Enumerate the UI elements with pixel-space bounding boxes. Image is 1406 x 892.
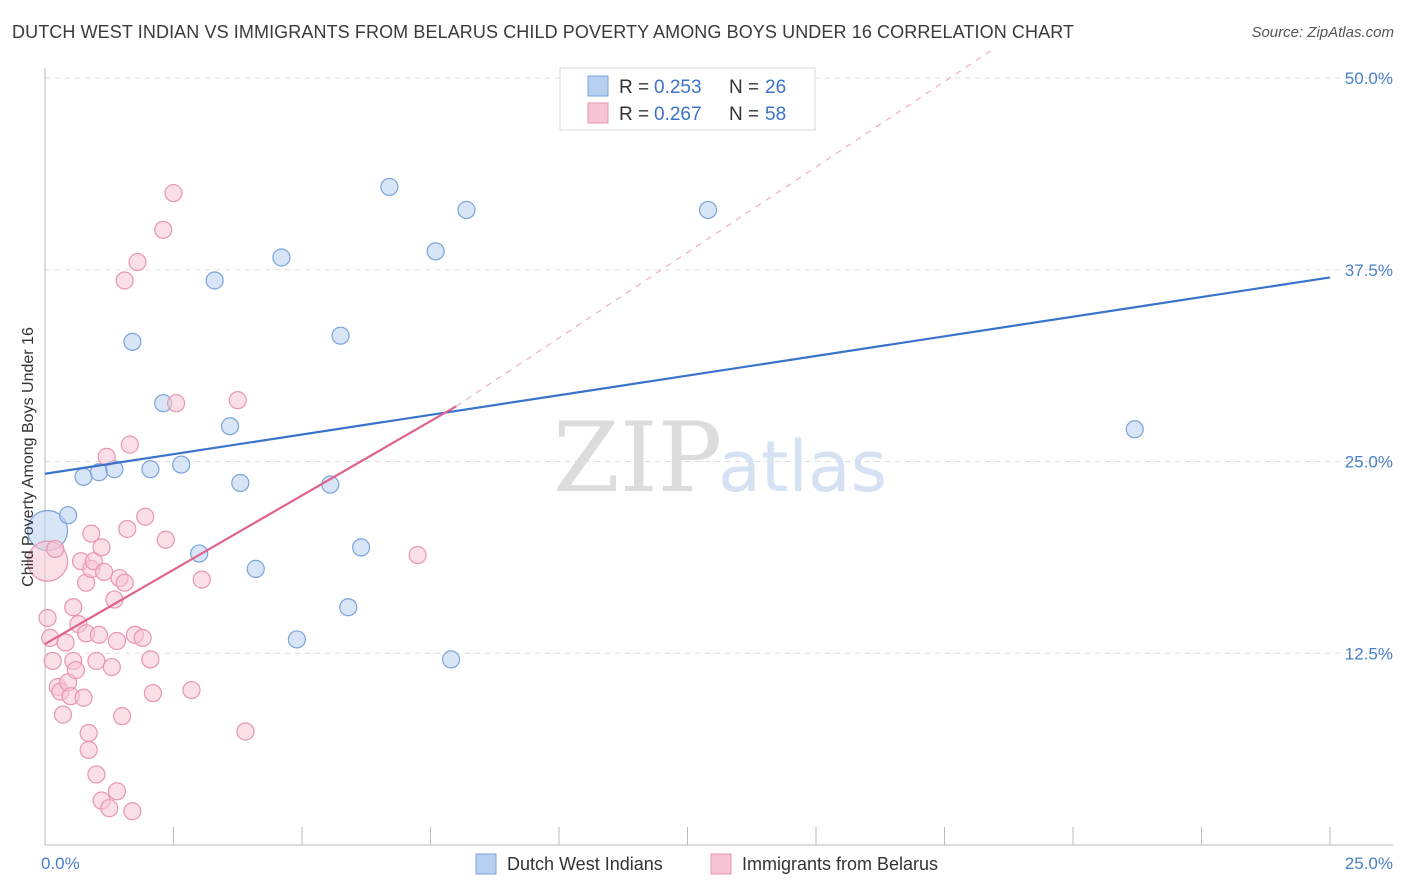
data-point-immigrants-belarus bbox=[123, 802, 142, 821]
data-point-dutch-west-indians bbox=[331, 326, 350, 345]
data-point-dutch-west-indians bbox=[123, 332, 142, 351]
bottom-legend-label-pink: Immigrants from Belarus bbox=[742, 854, 938, 874]
data-point-dutch-west-indians bbox=[272, 248, 291, 267]
data-point-dutch-west-indians bbox=[441, 650, 461, 669]
y-tick-label: 25.0% bbox=[1345, 453, 1393, 472]
data-point-immigrants-belarus bbox=[66, 661, 85, 680]
data-point-dutch-west-indians bbox=[59, 506, 78, 525]
data-point-dutch-west-indians bbox=[457, 200, 476, 220]
tick-labels: 12.5% 25.0% 37.5% 50.0% 0.0% 25.0% bbox=[41, 69, 1393, 873]
data-point-dutch-west-indians bbox=[141, 460, 160, 479]
bottom-legend-swatch-pink bbox=[710, 853, 732, 875]
data-point-immigrants-belarus bbox=[89, 625, 109, 644]
data-point-immigrants-belarus bbox=[92, 538, 111, 557]
data-point-immigrants-belarus bbox=[143, 684, 163, 703]
data-point-immigrants-belarus bbox=[164, 183, 183, 203]
data-point-dutch-west-indians bbox=[287, 630, 306, 649]
data-point-dutch-west-indians bbox=[380, 177, 399, 197]
data-point-immigrants-belarus bbox=[53, 705, 73, 724]
legend-n-value: 58 bbox=[765, 104, 786, 125]
data-point-immigrants-belarus bbox=[136, 507, 155, 526]
data-point-dutch-west-indians bbox=[205, 271, 224, 290]
data-point-immigrants-belarus bbox=[64, 598, 83, 617]
watermark-atlas: atlas bbox=[718, 426, 887, 508]
legend-swatch-blue bbox=[587, 75, 609, 97]
data-point-immigrants-belarus bbox=[120, 435, 139, 454]
data-point-immigrants-belarus bbox=[408, 545, 427, 565]
x-tick-label: 0.0% bbox=[41, 854, 80, 873]
points-layer bbox=[26, 177, 1144, 821]
data-point-immigrants-belarus bbox=[156, 530, 175, 549]
legend-r-label: R = bbox=[619, 77, 649, 98]
legend-n-label: N = bbox=[729, 77, 759, 98]
data-point-immigrants-belarus bbox=[228, 391, 247, 410]
data-point-dutch-west-indians bbox=[426, 242, 445, 261]
data-point-immigrants-belarus bbox=[100, 799, 119, 818]
data-point-dutch-west-indians bbox=[220, 417, 240, 436]
legend: R = 0.253 N = 26 R = 0.267 N = 58 bbox=[559, 67, 816, 131]
bottom-legend: Dutch West Indians Immigrants from Belar… bbox=[475, 853, 938, 875]
data-point-immigrants-belarus bbox=[112, 707, 132, 726]
y-axis-title: Child Poverty Among Boys Under 16 bbox=[20, 327, 37, 587]
data-point-immigrants-belarus bbox=[38, 608, 57, 628]
legend-swatch-pink bbox=[587, 102, 609, 124]
axes-layer bbox=[44, 68, 1393, 846]
data-point-immigrants-belarus bbox=[182, 680, 201, 700]
data-point-dutch-west-indians bbox=[246, 559, 265, 578]
chart-source: Source: ZipAtlas.com bbox=[1251, 24, 1394, 41]
grid-layer bbox=[45, 77, 1393, 654]
y-tick-label: 50.0% bbox=[1345, 69, 1393, 88]
watermark-zip: ZIP bbox=[553, 402, 722, 514]
trendline-belarus-extension bbox=[455, 46, 997, 407]
data-point-immigrants-belarus bbox=[46, 539, 65, 559]
y-tick-label: 12.5% bbox=[1345, 644, 1393, 663]
data-point-dutch-west-indians bbox=[172, 455, 191, 474]
data-point-dutch-west-indians bbox=[231, 473, 250, 493]
trend-layer bbox=[44, 46, 1331, 645]
data-point-immigrants-belarus bbox=[128, 252, 147, 272]
legend-r-value: 0.253 bbox=[654, 77, 702, 98]
trendline-dutch-west-indians bbox=[44, 276, 1331, 475]
data-point-immigrants-belarus bbox=[107, 782, 127, 801]
data-point-dutch-west-indians bbox=[698, 200, 718, 220]
data-point-immigrants-belarus bbox=[107, 631, 127, 651]
legend-n-label: N = bbox=[729, 104, 759, 125]
data-point-immigrants-belarus bbox=[141, 650, 160, 669]
y-tick-label: 37.5% bbox=[1345, 261, 1393, 280]
data-point-immigrants-belarus bbox=[133, 628, 152, 648]
chart-title: DUTCH WEST INDIAN VS IMMIGRANTS FROM BEL… bbox=[12, 22, 1075, 42]
data-point-immigrants-belarus bbox=[56, 633, 75, 652]
data-point-immigrants-belarus bbox=[74, 688, 93, 707]
data-point-dutch-west-indians bbox=[339, 598, 358, 617]
data-point-immigrants-belarus bbox=[87, 651, 106, 671]
bottom-legend-swatch-blue bbox=[475, 853, 497, 875]
data-point-immigrants-belarus bbox=[79, 740, 98, 759]
data-point-immigrants-belarus bbox=[115, 573, 134, 592]
data-point-immigrants-belarus bbox=[166, 394, 186, 413]
data-point-dutch-west-indians bbox=[352, 538, 371, 557]
legend-n-value: 26 bbox=[765, 77, 786, 98]
data-point-immigrants-belarus bbox=[115, 271, 134, 290]
legend-r-label: R = bbox=[619, 104, 649, 125]
watermark: ZIP atlas bbox=[553, 402, 887, 514]
data-point-immigrants-belarus bbox=[79, 723, 98, 743]
data-point-immigrants-belarus bbox=[43, 651, 62, 671]
data-point-immigrants-belarus bbox=[192, 570, 211, 589]
legend-r-value: 0.267 bbox=[654, 104, 702, 125]
trendline-immigrants-belarus bbox=[44, 405, 457, 645]
data-point-immigrants-belarus bbox=[102, 657, 121, 677]
bottom-legend-label-blue: Dutch West Indians bbox=[507, 854, 663, 874]
x-tick-label: 25.0% bbox=[1345, 854, 1393, 873]
data-point-immigrants-belarus bbox=[87, 765, 106, 784]
data-point-immigrants-belarus bbox=[236, 722, 255, 741]
data-point-immigrants-belarus bbox=[82, 524, 101, 543]
data-point-dutch-west-indians bbox=[74, 467, 93, 486]
data-point-immigrants-belarus bbox=[118, 519, 137, 539]
data-point-immigrants-belarus bbox=[95, 562, 114, 582]
data-point-immigrants-belarus bbox=[154, 220, 173, 239]
data-point-dutch-west-indians bbox=[1125, 420, 1144, 439]
